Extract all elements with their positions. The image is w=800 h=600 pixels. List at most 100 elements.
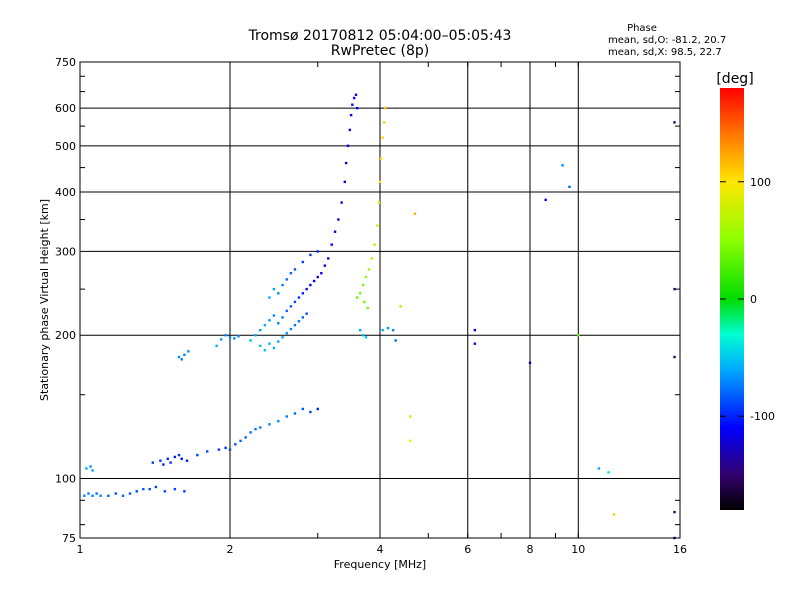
echo-point <box>183 490 186 493</box>
echo-point <box>309 410 312 414</box>
echo-point <box>473 342 477 345</box>
stats-line-x: mean, sd,X: 98.5, 22.7 <box>608 47 722 58</box>
y-tick-label: 600 <box>55 102 76 115</box>
echo-point <box>612 513 616 516</box>
echo-point <box>259 426 262 429</box>
echo-point <box>297 296 301 299</box>
echo-point <box>163 490 167 493</box>
echo-point <box>281 283 284 287</box>
echo-point <box>358 328 362 332</box>
x-tick-label: 16 <box>673 543 687 556</box>
echo-point <box>173 455 177 459</box>
chart-title: Tromsø 20170812 05:04:00–05:05:43 <box>248 28 512 44</box>
axis-ticks: 1 2 4 6 8 10 16 75 100 200 300 400 500 600 750 <box>55 56 687 556</box>
echo-point <box>363 300 366 304</box>
echo-point <box>473 328 477 332</box>
echo-point <box>316 275 319 279</box>
echo-point <box>272 314 276 317</box>
echo-point <box>394 339 397 342</box>
echo-point <box>114 492 118 495</box>
stats-line-o: mean, sd,O: -81.2, 20.7 <box>608 35 726 46</box>
x-tick-label: 8 <box>527 543 534 556</box>
echo-point <box>272 346 276 350</box>
echo-point <box>277 292 280 295</box>
echo-point <box>281 336 284 339</box>
echo-point <box>673 121 676 124</box>
echo-point <box>305 312 308 315</box>
echo-point <box>361 283 365 287</box>
echo-point <box>293 412 297 415</box>
echo-point <box>373 243 376 246</box>
echo-point <box>237 335 240 338</box>
echo-point <box>268 342 271 345</box>
echo-point <box>673 510 676 514</box>
echo-point <box>293 300 297 304</box>
y-tick-label: 500 <box>55 140 76 153</box>
echo-point <box>187 350 190 353</box>
echo-point <box>309 283 312 287</box>
echo-point <box>215 344 218 348</box>
echo-point <box>239 439 242 443</box>
echo-point <box>301 292 305 295</box>
echo-point <box>673 287 676 291</box>
echo-point <box>377 201 381 204</box>
echo-point <box>234 443 237 446</box>
echo-point <box>673 355 676 359</box>
echo-point <box>351 103 354 106</box>
echo-point <box>379 157 383 160</box>
echo-point <box>544 198 547 202</box>
echo-point <box>349 113 353 117</box>
echo-point <box>166 457 169 461</box>
echo-point <box>91 469 94 472</box>
echo-point <box>409 415 412 418</box>
echo-point <box>364 336 368 339</box>
echo-point <box>399 305 402 308</box>
echo-point <box>219 338 223 341</box>
echo-point <box>355 296 359 299</box>
echo-point <box>95 492 98 495</box>
echo-point <box>340 201 343 204</box>
echo-point <box>364 275 368 279</box>
echo-point <box>281 316 284 319</box>
echo-point <box>289 327 293 331</box>
echo-point <box>162 463 165 466</box>
echo-point <box>355 106 359 110</box>
echo-point <box>159 459 162 462</box>
echo-point <box>254 334 257 337</box>
echo-point <box>297 320 301 323</box>
y-tick-label: 200 <box>55 329 76 342</box>
echo-point <box>316 407 319 411</box>
echo-point <box>305 287 308 291</box>
echo-point <box>383 121 386 124</box>
echo-point <box>301 260 305 264</box>
echo-point <box>277 419 280 423</box>
echo-point <box>148 487 151 491</box>
echo-point <box>196 453 199 457</box>
echo-point <box>293 323 297 327</box>
echo-point <box>348 128 352 132</box>
echo-point <box>391 328 395 332</box>
echo-point <box>384 106 387 110</box>
echo-point <box>259 344 262 348</box>
echo-point <box>135 490 138 493</box>
echo-point <box>285 415 288 418</box>
echo-point <box>91 494 94 497</box>
echo-point <box>169 461 172 464</box>
echo-point <box>337 218 340 221</box>
echo-point <box>185 459 189 462</box>
echo-point <box>366 306 369 310</box>
echo-point <box>263 323 267 327</box>
y-tick-label: 75 <box>62 532 76 545</box>
colorbar-label: [deg] <box>716 71 753 87</box>
echo-point <box>244 436 247 439</box>
echo-point <box>277 321 280 325</box>
echo-point <box>228 448 232 451</box>
echo-point <box>83 494 86 497</box>
echo-point <box>413 212 417 215</box>
echo-point <box>370 257 373 260</box>
echo-point <box>217 448 221 451</box>
echo-point <box>249 339 252 342</box>
echo-point <box>277 340 280 343</box>
echo-point <box>409 439 412 443</box>
echo-point <box>228 336 232 339</box>
